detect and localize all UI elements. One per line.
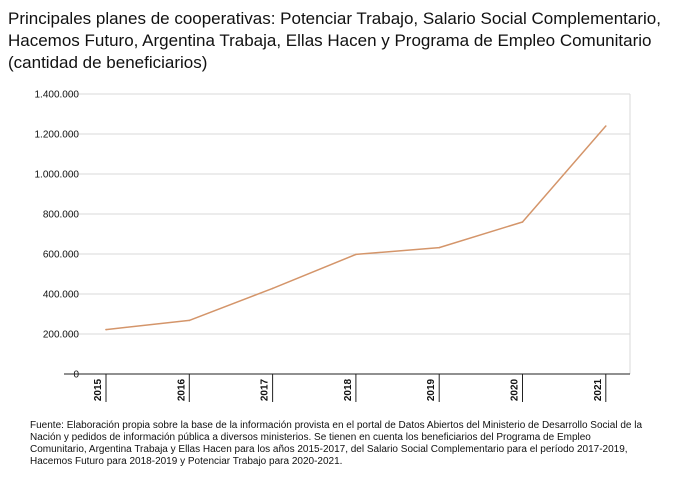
- x-tick-label: 2016: [176, 378, 187, 401]
- x-tick-label: 2018: [343, 378, 354, 401]
- data-point: [521, 221, 524, 223]
- chart-title: Principales planes de cooperativas: Pote…: [8, 9, 661, 72]
- y-axis-tick-labels: 0 200.000 400.000 600.000 800.000 1.000.000 1.…: [35, 90, 80, 381]
- data-point: [188, 319, 191, 322]
- grid-lines: [64, 93, 631, 374]
- y-tick-label: 1.000.000: [35, 170, 80, 181]
- x-axis: 2015 2016 2017 2018 2019 2020 2021: [64, 373, 630, 402]
- x-tick-label: 2017: [260, 378, 271, 401]
- y-tick-label: 800.000: [43, 210, 80, 221]
- source-note: Fuente: Elaboración propia sobre la base…: [30, 420, 643, 467]
- x-tick-label: 2020: [510, 378, 521, 401]
- y-tick-label: 1.200.000: [35, 130, 80, 141]
- data-point: [605, 125, 607, 127]
- y-tick-label: 0: [73, 370, 79, 381]
- y-tick-label: 1.400.000: [35, 90, 80, 101]
- series-lines: [105, 125, 607, 331]
- x-tick-label: 2021: [593, 378, 604, 401]
- data-point: [105, 328, 107, 331]
- x-tick-label: 2019: [426, 378, 437, 401]
- series-line: [105, 125, 607, 331]
- data-point: [355, 253, 357, 256]
- y-tick-label: 400.000: [43, 290, 80, 301]
- line-chart: 0 200.000 400.000 600.000 800.000 1.000.000 1.…: [35, 90, 631, 402]
- data-point: [271, 287, 274, 290]
- data-point: [438, 246, 441, 249]
- x-tick-label: 2015: [93, 378, 104, 401]
- y-tick-label: 600.000: [43, 250, 80, 261]
- y-tick-label: 200.000: [43, 330, 80, 341]
